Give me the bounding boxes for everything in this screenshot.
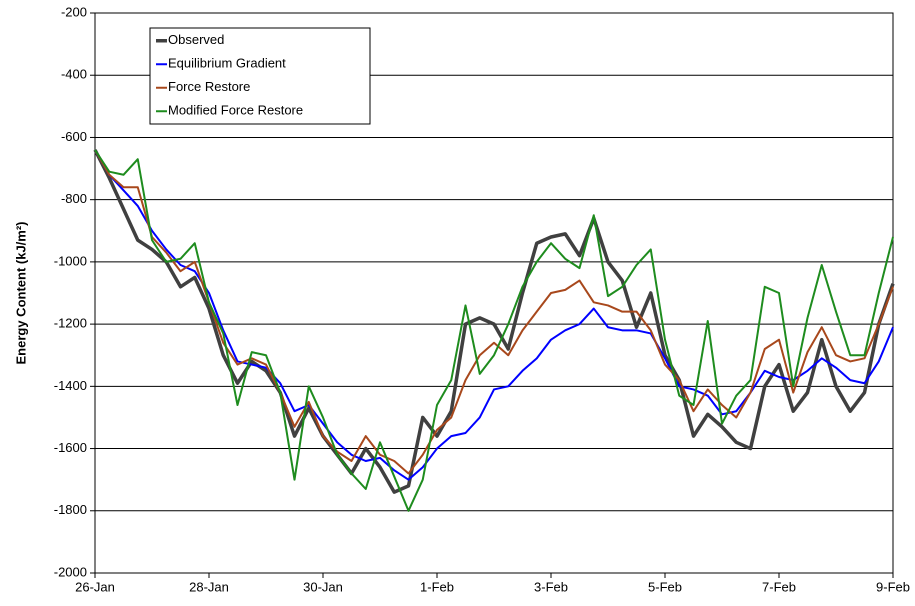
series-line [93, 149, 895, 494]
x-tick-label: 1-Feb [420, 579, 454, 594]
y-tick-label: -200 [61, 4, 87, 19]
legend-label: Force Restore [168, 79, 250, 94]
legend-label: Modified Force Restore [168, 103, 303, 118]
x-tick-label: 26-Jan [75, 579, 115, 594]
legend-label: Equilibrium Gradient [168, 56, 286, 71]
x-tick-label: 3-Feb [534, 579, 568, 594]
y-tick-label: -600 [61, 129, 87, 144]
y-tick-label: -2000 [54, 564, 87, 579]
series-line [94, 149, 894, 512]
x-tick-label: 7-Feb [762, 579, 796, 594]
x-tick-label: 28-Jan [189, 579, 229, 594]
series-line [94, 149, 894, 475]
x-tick-label: 30-Jan [303, 579, 343, 594]
x-tick-label: 9-Feb [876, 579, 910, 594]
y-axis-label: Energy Content (kJ/m²) [13, 221, 28, 364]
y-tick-label: -1800 [54, 502, 87, 517]
legend-label: Observed [168, 32, 224, 47]
y-tick-label: -1600 [54, 440, 87, 455]
x-tick-label: 5-Feb [648, 579, 682, 594]
y-tick-label: -1400 [54, 378, 87, 393]
y-tick-label: -1000 [54, 253, 87, 268]
y-tick-label: -800 [61, 191, 87, 206]
legend-box [149, 27, 371, 125]
y-tick-label: -400 [61, 67, 87, 82]
series-line [94, 149, 894, 481]
y-tick-label: -1200 [54, 316, 87, 331]
plot-frame [94, 12, 894, 574]
